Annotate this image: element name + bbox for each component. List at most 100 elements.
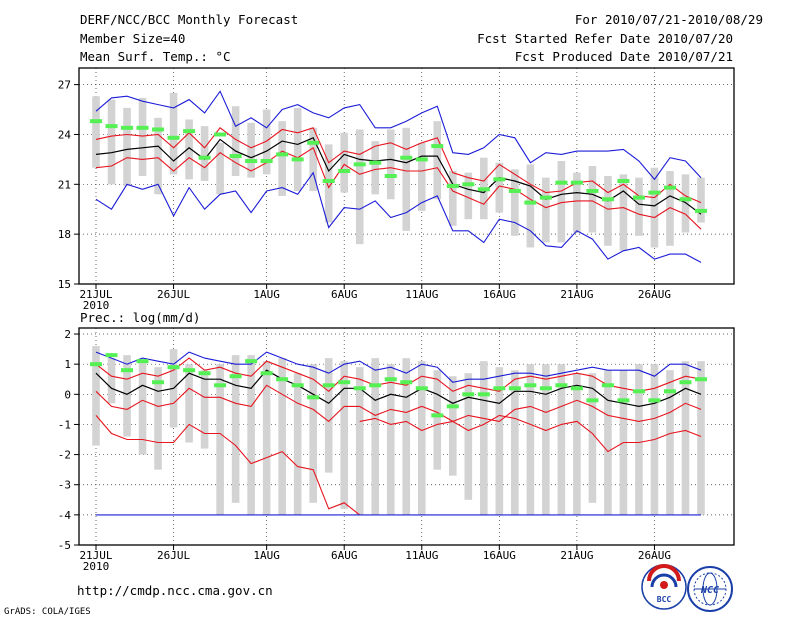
temperature-spread-box	[557, 161, 566, 243]
precipitation-y-tick-label: 0	[64, 388, 71, 401]
precipitation-observed-marker	[291, 383, 304, 388]
temperature-spread-box	[511, 169, 519, 236]
temperature-spread-box	[92, 96, 100, 168]
temperature-observed-marker	[198, 155, 211, 160]
header-started-date: Fcst Started Refer Date 2010/07/20	[477, 31, 733, 46]
temperature-min-line	[95, 171, 702, 263]
precipitation-y-tick-label: -2	[58, 449, 71, 462]
precipitation-spread-box	[588, 373, 597, 503]
temperature-spread-box	[324, 144, 333, 223]
precipitation-observed-marker	[632, 389, 645, 394]
temperature-y-tick-label: 27	[58, 79, 71, 92]
temperature-spread-box	[666, 171, 674, 246]
precipitation-observed-marker	[152, 380, 165, 385]
precipitation-y-tick-label: 1	[64, 358, 71, 371]
temperature-spread-box	[169, 92, 178, 175]
precipitation-spread-box	[386, 364, 395, 515]
precipitation-observed-marker	[400, 380, 413, 385]
precipitation-spread-box	[278, 358, 286, 515]
temperature-observed-marker	[570, 180, 583, 185]
precipitation-observed-marker	[90, 362, 102, 367]
precipitation-observed-marker	[431, 413, 444, 418]
precipitation-spread-box	[542, 364, 550, 515]
precipitation-spread-boxes	[92, 346, 705, 515]
precipitation-spread-box	[526, 364, 535, 515]
temperature-upper-line	[95, 127, 702, 204]
temperature-spread-box	[247, 122, 255, 178]
temperature-observed-marker	[679, 197, 692, 202]
bcc-logo-text: BCC	[657, 595, 672, 604]
temperature-spread-box	[681, 174, 690, 233]
precipitation-observed-marker	[307, 395, 320, 400]
temperature-observed-marker	[229, 154, 242, 159]
precipitation-y-tick-label: -5	[58, 539, 71, 552]
temperature-spread-boxes	[92, 92, 705, 251]
precipitation-observed-marker	[105, 353, 118, 358]
temperature-observed-marker	[400, 155, 413, 160]
precipitation-spread-box	[138, 361, 147, 455]
ncc-logo-text: NCC	[700, 585, 719, 596]
precipitation-observed-marker	[214, 383, 227, 388]
temperature-observed-marker	[245, 159, 258, 164]
precipitation-spread-box	[247, 355, 255, 515]
temperature-spread-box	[138, 97, 147, 176]
precipitation-spread-box	[262, 361, 271, 515]
temperature-spread-box	[573, 172, 581, 233]
header-date-range: For 2010/07/21-2010/08/29	[575, 12, 763, 27]
temperature-y-ticks: 15 18 21 24 27	[58, 79, 79, 291]
precipitation-spread-box	[200, 370, 209, 449]
precipitation-observed-marker	[695, 377, 707, 382]
precipitation-spread-box	[635, 364, 643, 515]
precipitation-x-tick-label: 1AUG	[253, 549, 280, 562]
temperature-lines	[95, 90, 702, 263]
temperature-y-tick-label: 15	[58, 278, 71, 291]
precip-panel-title: Prec.: log(mm/d)	[80, 310, 200, 325]
precipitation-spread-box	[154, 367, 162, 470]
temperature-spread-box	[619, 174, 628, 251]
precipitation-spread-box	[355, 367, 364, 515]
temperature-spread-box	[371, 141, 380, 195]
temperature-observed-marker	[648, 190, 661, 195]
precipitation-year-label: 2010	[83, 560, 110, 573]
precipitation-observed-marker	[183, 368, 196, 373]
precipitation-y-tick-label: -4	[58, 509, 72, 522]
temperature-observed-marker	[276, 152, 289, 157]
temperature-x-tick-label: 6AUG	[331, 288, 358, 301]
precipitation-observed-markers	[90, 353, 707, 418]
temperature-spread-box	[200, 126, 209, 181]
temperature-x-tick-label: 21JUL	[79, 288, 112, 301]
precipitation-observed-marker	[462, 392, 475, 397]
precipitation-x-tick-label: 6AUG	[331, 549, 358, 562]
precipitation-spread-box	[231, 355, 240, 503]
precipitation-observed-marker	[493, 386, 506, 391]
temperature-spread-box	[231, 106, 240, 176]
temperature-spread-box	[278, 121, 286, 196]
precipitation-spread-box	[448, 376, 457, 476]
temperature-observed-marker	[152, 127, 165, 132]
precipitation-spread-box	[433, 370, 442, 470]
temperature-spread-box	[216, 142, 224, 195]
precipitation-observed-marker	[524, 383, 537, 388]
temperature-x-ticks: 21JUL 26JUL 1AUG 6AUG 11AUG 16AUG 21AUG 26AUG 20…	[79, 284, 671, 312]
temperature-observed-marker	[539, 195, 552, 200]
temperature-spread-box	[588, 166, 597, 233]
temperature-x-tick-label: 1AUG	[253, 288, 280, 301]
precipitation-observed-marker	[477, 392, 490, 397]
temperature-y-tick-label: 18	[58, 228, 71, 241]
precipitation-observed-marker	[555, 383, 568, 388]
header-member-size: Member Size=40	[80, 31, 185, 46]
precipitation-min-line	[95, 415, 361, 516]
temperature-mean-line	[95, 137, 702, 215]
precipitation-observed-marker	[663, 389, 676, 394]
temperature-x-tick-label: 11AUG	[405, 288, 438, 301]
temperature-spread-box	[154, 117, 162, 195]
footer-url[interactable]: http://cmdp.ncc.cma.gov.cn	[77, 583, 273, 598]
temperature-observed-marker	[105, 124, 118, 129]
temperature-spread-box	[293, 107, 302, 191]
precipitation-observed-marker	[539, 386, 552, 391]
temperature-spread-box	[309, 127, 317, 191]
precipitation-x-tick-label: 26AUG	[638, 549, 671, 562]
precipitation-observed-marker	[353, 386, 366, 391]
